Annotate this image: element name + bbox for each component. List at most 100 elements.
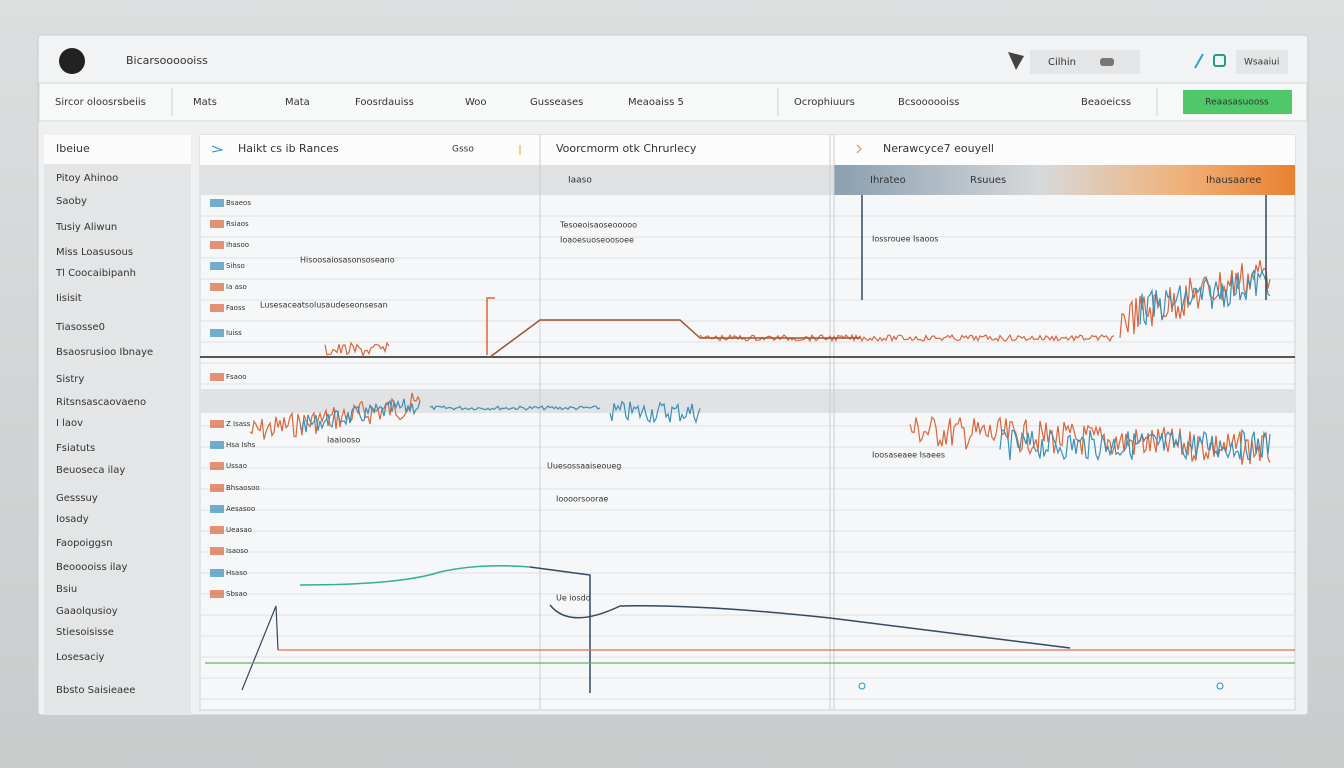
- waveform: [909, 416, 1271, 465]
- nav-tab[interactable]: Ocrophiuurs: [794, 97, 855, 108]
- waveform: [1119, 260, 1271, 338]
- primary-button[interactable]: [1183, 90, 1292, 114]
- row-label: Hsaso: [226, 569, 247, 577]
- row-label: Bhsaosoo: [226, 484, 260, 492]
- trace: [241, 605, 279, 691]
- waveform: [324, 341, 390, 358]
- sidebar-header: [44, 135, 191, 164]
- sidebar-item[interactable]: I laov: [56, 418, 83, 429]
- logo[interactable]: [59, 48, 85, 74]
- annotation: Ioosaseaee Isaees: [872, 451, 945, 460]
- icon[interactable]: [1213, 54, 1226, 67]
- nav-tab[interactable]: Woo: [465, 97, 487, 108]
- sidebar-item[interactable]: Stiesoisisse: [56, 627, 114, 638]
- waveform: [609, 400, 701, 425]
- row-swatch: [210, 569, 224, 577]
- row-label: Bsaeos: [226, 199, 251, 207]
- row-swatch: [210, 304, 224, 312]
- row-swatch: [210, 241, 224, 249]
- sidebar-item[interactable]: Saoby: [56, 196, 87, 207]
- row-label: Isaoso: [226, 547, 248, 555]
- row-swatch: [210, 441, 224, 449]
- annotation: Uuesossaaiseoueg: [547, 462, 621, 471]
- panel-title: Voorcmorm otk Chrurlecy: [556, 142, 697, 155]
- sidebar-item[interactable]: Bsaosrusioo Ibnaye: [56, 347, 153, 358]
- waveform: [429, 405, 601, 411]
- sidebar-item[interactable]: Bsiu: [56, 584, 77, 595]
- sidebar-item[interactable]: Fsiatuts: [56, 443, 95, 454]
- row-swatch: [210, 373, 224, 381]
- row-label: Fsaoo: [226, 373, 247, 381]
- trace: [549, 604, 1071, 649]
- badge[interactable]: [1236, 50, 1288, 74]
- row-label: Faoss: [226, 304, 246, 312]
- sidebar-item[interactable]: Beuoseca ilay: [56, 465, 125, 476]
- panel-title: Haikt cs ib Rances: [238, 142, 339, 155]
- waveform: [249, 392, 421, 440]
- sidebar-item[interactable]: Faopoiggsn: [56, 538, 113, 549]
- annotation: Lusesaceatsolusaudeseonsesan: [260, 301, 388, 310]
- annotation: Tesoeoisaoseooooo: [559, 221, 637, 230]
- panel-subheader: [200, 165, 834, 195]
- sidebar-item[interactable]: Tiasosse0: [55, 322, 105, 333]
- sidebar-item[interactable]: Tusiy Aliwun: [55, 222, 117, 233]
- panel-sub: Iaaso: [568, 176, 592, 186]
- row-label: Iuiss: [226, 329, 242, 337]
- waveform: [999, 428, 1271, 462]
- sidebar-item[interactable]: Pitoy Ahinoo: [56, 173, 118, 184]
- nav-tab[interactable]: Mata: [285, 97, 310, 108]
- row-label: Sbsao: [226, 590, 247, 598]
- nav-tab[interactable]: Mats: [193, 97, 217, 108]
- sidebar-item[interactable]: Sistry: [56, 374, 84, 385]
- panel-sub: Gsso: [452, 145, 474, 155]
- nav-tab[interactable]: Sircor oloosrsbeiis: [55, 97, 146, 108]
- waveform: [699, 333, 1115, 343]
- sidebar-item[interactable]: Gaaolqusioy: [56, 606, 118, 617]
- row-swatch: [210, 505, 224, 513]
- waveform: [299, 398, 421, 433]
- sidebar-item[interactable]: Ritsnsascaovaeno: [56, 397, 146, 408]
- row-label: Aesasoo: [226, 505, 255, 513]
- marker-dot: [858, 682, 866, 690]
- trace: [299, 565, 531, 586]
- nav-tab[interactable]: Meaoaiss 5: [628, 97, 684, 108]
- button-label: Reaasasuooss: [1205, 98, 1269, 108]
- nav-tab[interactable]: Gusseases: [530, 97, 583, 108]
- search-text: Cilhin: [1048, 57, 1076, 68]
- badge-text: Wsaaiui: [1244, 58, 1279, 68]
- main-panel: [199, 134, 1296, 711]
- panel-title: Nerawcyce7 eouyell: [883, 142, 994, 155]
- row-label: Rsiaos: [226, 220, 249, 228]
- nav-bar: [38, 82, 1308, 122]
- waveform: [1139, 269, 1271, 326]
- marker-dot: [1216, 682, 1224, 690]
- icon[interactable]: [1194, 53, 1204, 69]
- app-title: Bicarsoooooiss: [126, 54, 208, 67]
- sidebar-item[interactable]: Gesssuy: [56, 493, 98, 504]
- row-swatch: [210, 420, 224, 428]
- row-swatch: [210, 590, 224, 598]
- panel-banner: [834, 165, 1295, 195]
- sidebar-item[interactable]: Losesaciy: [56, 652, 104, 663]
- pin-icon[interactable]: [1008, 52, 1024, 70]
- row-swatch: [210, 199, 224, 207]
- annotation: Ue iosdo: [556, 594, 591, 603]
- nav-tab[interactable]: Beaoeicss: [1081, 97, 1131, 108]
- row-swatch: [210, 329, 224, 337]
- sidebar-item[interactable]: Tl Coocaibipanh: [55, 268, 136, 279]
- row-label: Ueasao: [226, 526, 252, 534]
- sidebar-item[interactable]: Iosady: [56, 514, 89, 525]
- sidebar-item[interactable]: Iisisit: [56, 293, 82, 304]
- sidebar-item[interactable]: Beooooiss ilay: [56, 562, 128, 573]
- annotation: Ioaoesuoseoosoee: [560, 236, 634, 245]
- sidebar-item[interactable]: Bbsto Saisieaee: [56, 685, 135, 696]
- row-label: Sihso: [226, 262, 245, 270]
- nav-tab[interactable]: Bcsoooooiss: [898, 97, 959, 108]
- nav-tab[interactable]: Foosrdauiss: [355, 97, 414, 108]
- icon[interactable]: [1100, 58, 1114, 66]
- row-swatch: [210, 220, 224, 228]
- sidebar-item[interactable]: Miss Loasusous: [56, 247, 133, 258]
- trace: [529, 566, 591, 693]
- search-box[interactable]: [1030, 50, 1140, 74]
